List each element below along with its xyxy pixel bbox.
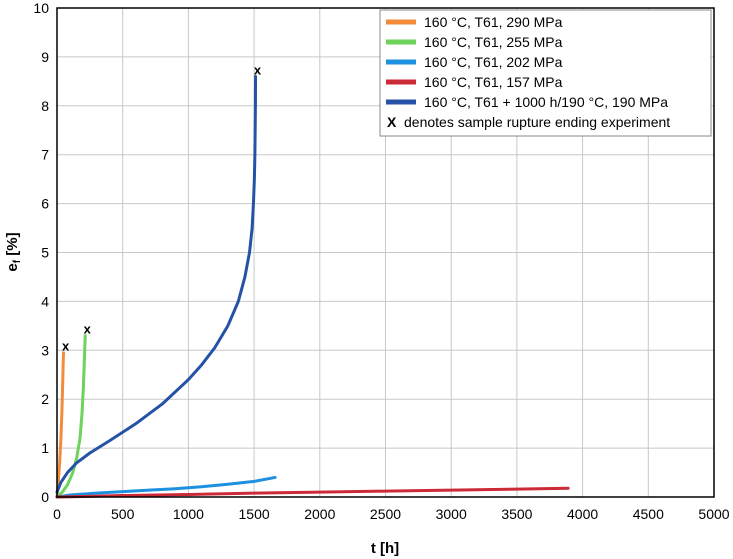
x-tick-label: 2000 (304, 506, 335, 522)
legend: 160 °C, T61, 290 MPa 160 °C, T61, 255 MPa… (379, 9, 712, 137)
x-tick-label: 1500 (239, 506, 270, 522)
legend-label-5: 160 °C, T61 + 1000 h/190 °C, 190 MPa (424, 94, 668, 110)
legend-box (379, 9, 712, 137)
plot-border (56, 7, 715, 498)
legend-note-marker: X (387, 114, 397, 130)
y-axis-title-subscript: f (12, 259, 23, 263)
y-tick-label: 10 (33, 0, 49, 16)
series-line-3 (55, 475, 277, 499)
y-tick-label: 0 (41, 489, 49, 505)
rupture-marker-5: x (254, 62, 262, 77)
x-tick-label: 3000 (436, 506, 467, 522)
x-axis-title: t [h] (371, 540, 399, 557)
x-tick-label: 4000 (567, 506, 598, 522)
series-line-2 (55, 334, 87, 499)
y-tick-labels: 0 1 2 3 4 5 6 7 8 9 10 (33, 0, 49, 505)
x-tick-label: 500 (111, 506, 135, 522)
series-layer: xxx (55, 62, 570, 499)
x-tick-label: 5000 (698, 506, 729, 522)
y-tick-label: 4 (41, 293, 49, 309)
y-tick-label: 1 (41, 440, 49, 456)
series-line-5 (55, 74, 258, 494)
rupture-marker-2: x (84, 322, 92, 337)
x-tick-labels: 0 500 1000 1500 2000 2500 3000 3500 4000 4500 5000 (53, 506, 730, 522)
legend-label-1: 160 °C, T61, 290 MPa (424, 14, 563, 30)
x-tick-label: 3500 (501, 506, 532, 522)
rupture-marker-1: x (62, 339, 70, 354)
legend-note-text: denotes sample rupture ending experiment (404, 114, 670, 130)
y-tick-label: 3 (41, 342, 49, 358)
y-axis-title-main: e (4, 263, 21, 271)
y-tick-label: 8 (41, 98, 49, 114)
y-tick-label: 6 (41, 196, 49, 212)
legend-label-2: 160 °C, T61, 255 MPa (424, 34, 563, 50)
y-tick-label: 5 (41, 245, 49, 261)
legend-label-4: 160 °C, T61, 157 MPa (424, 74, 563, 90)
x-tick-label: 1000 (173, 506, 204, 522)
x-tick-label: 0 (53, 506, 61, 522)
series-line-1 (55, 351, 66, 499)
y-tick-label: 7 (41, 147, 49, 163)
y-tick-label: 9 (41, 49, 49, 65)
y-tick-label: 2 (41, 391, 49, 407)
x-tick-label: 4500 (633, 506, 664, 522)
x-tick-label: 2500 (370, 506, 401, 522)
series-line-4 (55, 486, 570, 499)
y-axis-title-unit: [%] (4, 232, 21, 260)
legend-label-3: 160 °C, T61, 202 MPa (424, 54, 563, 70)
y-axis-title: ef [%] (4, 232, 23, 271)
